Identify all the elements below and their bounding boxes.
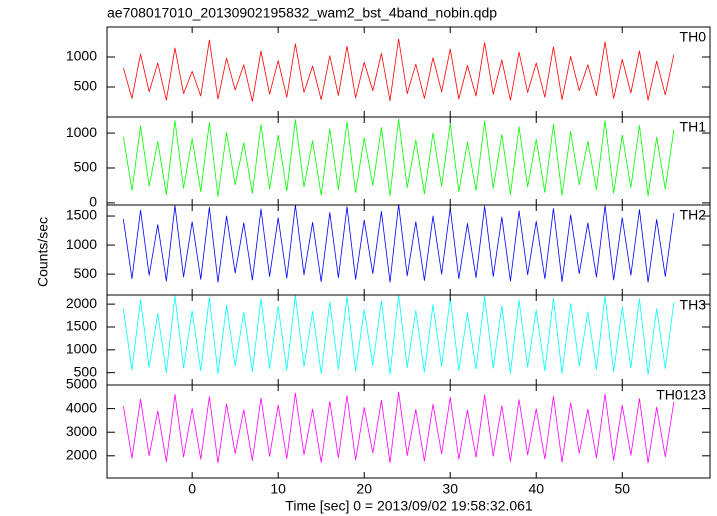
y-tick-label: 500 <box>74 78 98 94</box>
panel-label: TH3 <box>680 297 707 313</box>
x-tick-label: 50 <box>614 481 630 497</box>
x-tick-label: 30 <box>442 481 458 497</box>
y-tick-label: 0 <box>89 194 97 210</box>
y-tick-label: 5000 <box>66 376 97 392</box>
x-tick-label: 20 <box>356 481 372 497</box>
chart-title: ae708017010_20130902195832_wam2_bst_4ban… <box>107 5 497 21</box>
y-tick-label: 4000 <box>66 399 97 415</box>
panel-frame <box>106 384 711 479</box>
light-curve <box>122 118 675 198</box>
y-tick-label: 1000 <box>66 124 97 140</box>
y-tick-label: 500 <box>74 159 98 175</box>
y-axis-label: Counts/sec <box>35 217 51 287</box>
light-curve <box>122 391 675 464</box>
y-tick-label: 500 <box>74 265 98 281</box>
y-tick-label: 1500 <box>66 207 97 223</box>
y-tick-label: 1500 <box>66 318 97 334</box>
y-tick-label: 1000 <box>66 341 97 357</box>
panel-label: TH2 <box>680 207 707 223</box>
light-curve <box>122 204 675 283</box>
y-tick-label: 2000 <box>66 447 97 463</box>
panel-label: TH1 <box>680 119 707 135</box>
y-tick-label: 1000 <box>66 48 97 64</box>
x-tick-label: 10 <box>270 481 286 497</box>
x-tick-label: 40 <box>528 481 544 497</box>
x-axis-label: Time [sec] 0 = 2013/09/02 19:58:32.061 <box>285 498 533 514</box>
light-curve <box>122 38 675 102</box>
panel-label: TH0123 <box>656 387 706 403</box>
x-tick-label: 0 <box>188 481 196 497</box>
y-tick-label: 500 <box>74 363 98 379</box>
y-tick-label: 1000 <box>66 236 97 252</box>
panel-label: TH0 <box>680 29 707 45</box>
y-tick-label: 3000 <box>66 423 97 439</box>
y-tick-label: 2000 <box>66 295 97 311</box>
